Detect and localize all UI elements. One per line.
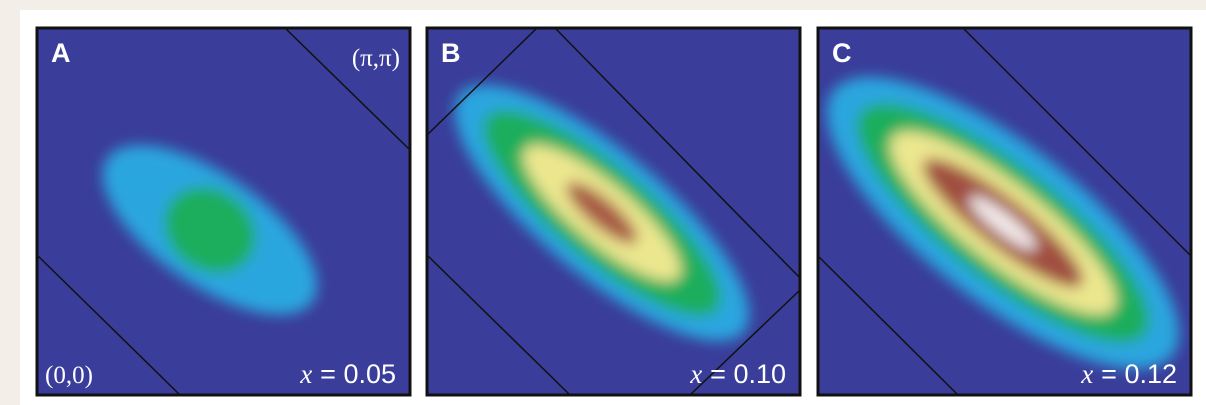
zone-boundary	[427, 254, 571, 395]
intensity-contour	[566, 182, 638, 244]
zone-boundary	[554, 28, 800, 279]
intensity-map	[102, 145, 318, 315]
panel-content	[37, 28, 410, 395]
panel-content	[818, 28, 1191, 395]
zone-boundary	[689, 289, 800, 395]
corner-label: (π,π)	[352, 45, 400, 72]
intensity-map	[826, 77, 1180, 369]
doping-label: x = 0.12	[1080, 359, 1177, 389]
doping-symbol: x	[689, 359, 702, 389]
panel-border	[816, 26, 1193, 397]
zone-boundary	[962, 28, 1191, 257]
zone-boundary	[818, 255, 959, 395]
panel-label: B	[441, 38, 461, 68]
doping-symbol: x	[299, 359, 312, 389]
doping-value: = 0.12	[1101, 359, 1177, 389]
panel: A (π,π) (0,0) x = 0.05	[35, 26, 412, 397]
panel-content	[427, 28, 800, 395]
intensity-contour	[969, 195, 1037, 251]
doping-label: x = 0.05	[299, 359, 396, 389]
panel-label: A	[51, 38, 71, 68]
doping-value: = 0.10	[710, 359, 786, 389]
intensity-map	[454, 84, 750, 342]
panel: Cx = 0.12	[816, 26, 1193, 397]
corner-label: (0,0)	[45, 362, 93, 389]
intensity-contour	[164, 187, 256, 273]
panel-border	[35, 26, 412, 397]
zone-boundary	[427, 28, 538, 136]
doping-symbol: x	[1080, 359, 1093, 389]
doping-value: = 0.05	[320, 359, 396, 389]
panel: Bx = 0.10	[425, 26, 802, 397]
doping-label: x = 0.10	[689, 359, 786, 389]
panel-label: C	[832, 38, 852, 68]
zone-boundary	[284, 28, 410, 151]
zone-boundary	[37, 254, 181, 395]
panel-border	[425, 26, 802, 397]
